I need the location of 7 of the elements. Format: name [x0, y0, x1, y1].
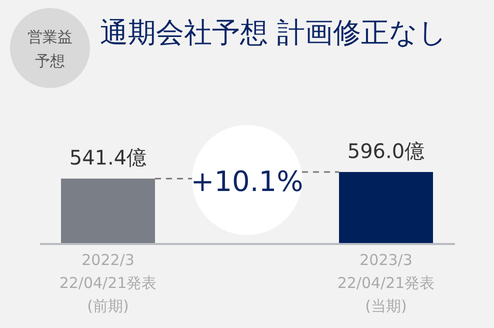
data-label: 541.4億	[69, 146, 147, 170]
annotation: +10.1%	[190, 165, 304, 198]
chart-title: 通期会社予想 計画修正なし	[100, 16, 447, 49]
data-label: 596.0億	[347, 139, 425, 163]
x-tick-label: 2023/3 22/04/21発表 (当期)	[337, 251, 435, 315]
text: 営業益予想	[28, 28, 72, 70]
x-tick-label: 2022/3 22/04/21発表 (前期)	[59, 251, 157, 315]
